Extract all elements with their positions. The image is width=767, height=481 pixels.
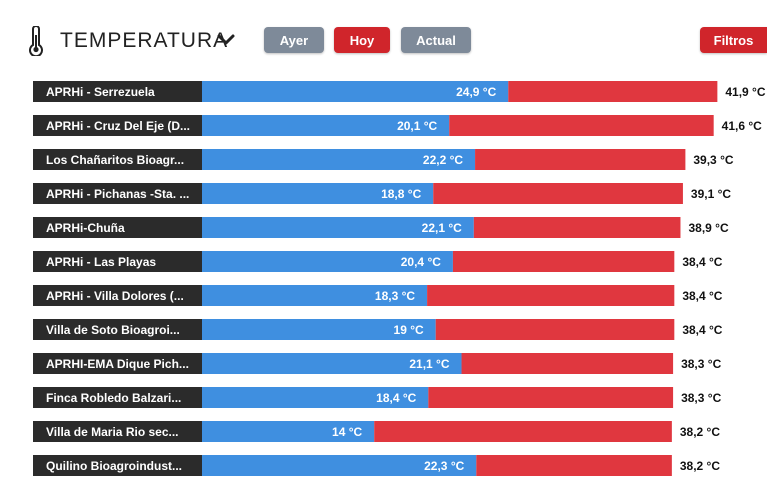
max-temp-bar[interactable] — [452, 251, 675, 272]
max-temp-bar[interactable] — [435, 319, 675, 340]
max-temp-label: 38,3 °C — [681, 391, 721, 405]
station-label-bg — [33, 149, 202, 170]
max-temp-label: 38,3 °C — [681, 357, 721, 371]
station-label: APRHi - Villa Dolores (... — [46, 289, 184, 303]
station-label-bg — [33, 285, 202, 306]
station-label-bg — [33, 217, 202, 238]
actual-button[interactable]: Actual — [401, 27, 471, 53]
max-temp-label: 38,2 °C — [680, 459, 720, 473]
station-label: Villa de Soto Bioagroi... — [46, 323, 180, 337]
min-temp-bar[interactable] — [202, 455, 477, 476]
min-temp-bar[interactable] — [202, 285, 428, 306]
min-temp-bar[interactable] — [202, 217, 474, 238]
min-temp-label: 18,4 °C — [376, 391, 416, 405]
min-temp-label: 22,1 °C — [422, 221, 462, 235]
min-temp-bar[interactable] — [202, 183, 434, 204]
station-label: APRHi - Cruz Del Eje (D... — [46, 119, 190, 133]
max-temp-label: 41,6 °C — [722, 119, 762, 133]
max-temp-bar[interactable] — [433, 183, 683, 204]
min-temp-bar[interactable] — [202, 115, 450, 136]
station-label: Los Chañaritos Bioagr... — [46, 153, 184, 167]
ayer-button[interactable]: Ayer — [264, 27, 324, 53]
station-label: APRHI-EMA Dique Pich... — [46, 357, 189, 371]
max-temp-bar[interactable] — [461, 353, 674, 374]
station-label: APRHi-Chuña — [46, 221, 125, 235]
min-temp-bar[interactable] — [202, 353, 462, 374]
chevron-down-icon[interactable] — [216, 33, 236, 47]
station-label-bg — [33, 387, 202, 408]
max-temp-bar[interactable] — [508, 81, 718, 102]
max-temp-label: 38,4 °C — [682, 289, 722, 303]
filtros-button[interactable]: Filtros — [700, 27, 767, 53]
min-temp-label: 20,1 °C — [397, 119, 437, 133]
min-temp-bar[interactable] — [202, 319, 436, 340]
station-label-bg — [33, 455, 202, 476]
station-label-bg — [33, 353, 202, 374]
max-temp-label: 39,3 °C — [693, 153, 733, 167]
max-temp-bar[interactable] — [427, 285, 675, 306]
min-temp-label: 18,8 °C — [381, 187, 421, 201]
header-bar: TEMPERATURA Ayer Hoy Actual Filtros — [0, 0, 767, 80]
max-temp-label: 41,9 °C — [725, 85, 765, 99]
max-temp-label: 38,4 °C — [682, 323, 722, 337]
max-temp-label: 38,9 °C — [688, 221, 728, 235]
min-temp-bar[interactable] — [202, 421, 375, 442]
station-label-bg — [33, 319, 202, 340]
min-temp-label: 21,1 °C — [409, 357, 449, 371]
station-label-bg — [33, 251, 202, 272]
station-label: Finca Robledo Balzari... — [46, 391, 181, 405]
hoy-button[interactable]: Hoy — [334, 27, 390, 53]
min-temp-label: 22,2 °C — [423, 153, 463, 167]
min-temp-label: 22,3 °C — [424, 459, 464, 473]
station-label: APRHi - Pichanas -Sta. ... — [46, 187, 189, 201]
max-temp-label: 38,2 °C — [680, 425, 720, 439]
max-temp-bar[interactable] — [428, 387, 674, 408]
station-label: APRHi - Serrezuela — [46, 85, 155, 99]
max-temp-bar[interactable] — [473, 217, 681, 238]
max-temp-bar[interactable] — [475, 149, 686, 170]
min-temp-bar[interactable] — [202, 149, 476, 170]
min-temp-bar[interactable] — [202, 251, 453, 272]
station-label-bg — [33, 81, 202, 102]
min-temp-label: 19 °C — [394, 323, 424, 337]
min-temp-label: 14 °C — [332, 425, 362, 439]
max-temp-bar[interactable] — [374, 421, 672, 442]
station-label-bg — [33, 115, 202, 136]
max-temp-bar[interactable] — [476, 455, 672, 476]
page-title: TEMPERATURA — [60, 29, 229, 52]
min-temp-bar[interactable] — [202, 81, 509, 102]
min-temp-label: 18,3 °C — [375, 289, 415, 303]
thermometer-icon — [29, 26, 43, 56]
station-label: Quilino Bioagroindust... — [46, 459, 182, 473]
min-temp-label: 24,9 °C — [456, 85, 496, 99]
station-label: APRHi - Las Playas — [46, 255, 156, 269]
min-temp-label: 20,4 °C — [401, 255, 441, 269]
min-temp-bar[interactable] — [202, 387, 429, 408]
station-label-bg — [33, 183, 202, 204]
max-temp-label: 38,4 °C — [682, 255, 722, 269]
station-label: Villa de Maria Rio sec... — [46, 425, 179, 439]
station-label-bg — [33, 421, 202, 442]
max-temp-bar[interactable] — [449, 115, 714, 136]
max-temp-label: 39,1 °C — [691, 187, 731, 201]
